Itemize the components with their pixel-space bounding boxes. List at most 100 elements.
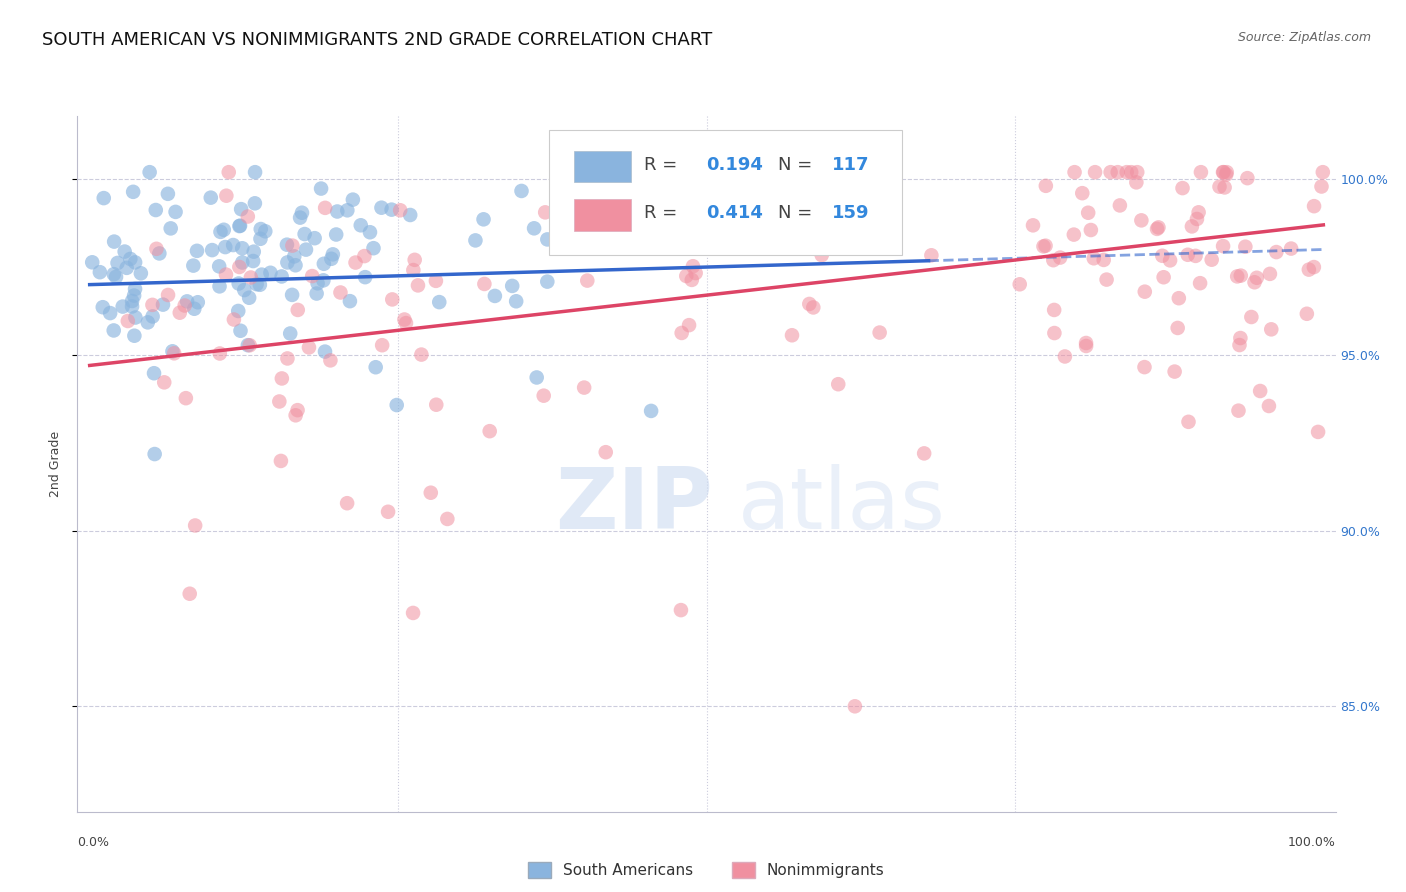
Text: 100.0%: 100.0%: [1288, 837, 1336, 849]
Point: [799, 297, 821, 311]
Point: [243, 196, 266, 211]
Point: [1146, 222, 1168, 236]
Point: [222, 238, 245, 252]
Point: [394, 312, 416, 326]
Point: [1035, 178, 1057, 193]
Point: [1099, 165, 1122, 179]
Point: [869, 326, 891, 340]
Point: [810, 248, 832, 262]
Point: [1306, 425, 1329, 439]
Point: [276, 237, 298, 252]
Point: [156, 186, 179, 201]
Point: [1279, 242, 1302, 256]
Point: [212, 223, 235, 237]
Point: [536, 275, 558, 289]
Point: [165, 205, 187, 219]
Point: [381, 293, 404, 307]
Point: [920, 248, 942, 262]
Point: [353, 249, 375, 263]
Text: N =: N =: [779, 156, 818, 174]
Point: [436, 512, 458, 526]
Point: [298, 340, 321, 354]
Point: [682, 259, 704, 273]
Point: [179, 587, 201, 601]
Point: [1212, 165, 1234, 179]
Point: [533, 389, 555, 403]
Point: [228, 260, 250, 274]
Point: [419, 485, 441, 500]
Point: [1189, 276, 1212, 290]
Point: [1095, 272, 1118, 286]
Text: 0.0%: 0.0%: [77, 837, 110, 849]
Point: [342, 193, 364, 207]
Point: [395, 316, 418, 330]
Point: [295, 243, 318, 257]
Point: [1236, 171, 1258, 186]
Point: [153, 376, 176, 390]
Point: [236, 338, 259, 352]
Point: [1063, 227, 1085, 242]
Point: [208, 279, 231, 293]
Point: [1258, 399, 1281, 413]
Point: [1265, 245, 1288, 260]
Point: [214, 240, 236, 254]
Point: [143, 366, 166, 380]
Point: [183, 259, 205, 273]
Point: [1216, 165, 1239, 179]
Point: [246, 277, 269, 292]
Point: [336, 203, 359, 218]
Bar: [575, 151, 631, 182]
Point: [1022, 219, 1045, 233]
Point: [270, 371, 292, 385]
Point: [664, 208, 686, 222]
Point: [276, 255, 298, 269]
Point: [142, 310, 165, 324]
Legend: South Americans, Nonimmigrants: South Americans, Nonimmigrants: [522, 856, 891, 884]
Point: [354, 270, 377, 285]
Point: [827, 377, 849, 392]
Point: [681, 273, 703, 287]
Point: [1171, 181, 1194, 195]
Point: [226, 304, 249, 318]
Point: [1074, 336, 1097, 351]
Point: [1159, 253, 1181, 268]
Point: [411, 348, 433, 362]
Point: [669, 603, 692, 617]
Point: [1229, 331, 1251, 345]
Point: [425, 398, 447, 412]
Point: [183, 301, 205, 316]
Point: [381, 202, 404, 217]
Point: [115, 260, 138, 275]
Point: [523, 221, 546, 235]
Text: ZIP: ZIP: [555, 464, 713, 547]
Point: [1063, 165, 1085, 179]
Point: [215, 188, 238, 202]
Point: [325, 227, 347, 242]
Point: [208, 346, 231, 360]
Point: [505, 294, 527, 309]
Point: [1163, 365, 1185, 379]
Point: [249, 232, 271, 246]
Point: [1243, 275, 1265, 289]
Point: [595, 445, 617, 459]
Point: [287, 403, 309, 417]
Point: [851, 230, 873, 244]
Text: R =: R =: [644, 204, 682, 222]
Text: 0.414: 0.414: [707, 204, 763, 222]
Point: [1212, 239, 1234, 253]
Point: [1229, 338, 1251, 352]
Point: [287, 302, 309, 317]
Point: [173, 298, 195, 312]
Point: [218, 165, 240, 179]
Point: [1212, 165, 1234, 179]
Point: [121, 300, 143, 314]
Point: [141, 298, 163, 312]
Point: [344, 255, 367, 269]
Point: [124, 255, 146, 269]
Point: [312, 273, 335, 287]
Point: [249, 222, 271, 236]
Point: [103, 235, 125, 249]
Point: [1074, 339, 1097, 353]
Point: [1227, 403, 1250, 417]
Point: [111, 300, 134, 314]
